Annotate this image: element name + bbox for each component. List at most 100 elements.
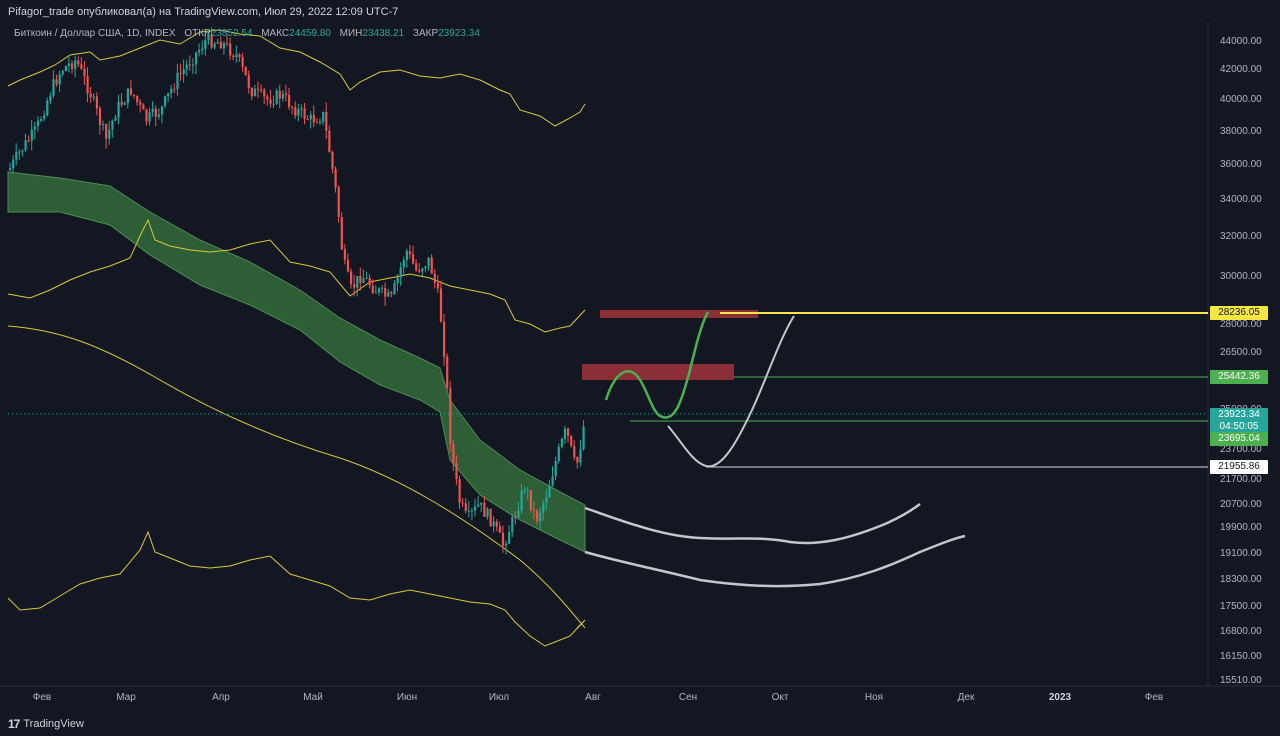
- price-tick: 21700.00: [1220, 474, 1262, 485]
- candle-body: [412, 254, 415, 264]
- candle-body: [195, 52, 198, 65]
- candle-body: [238, 54, 241, 58]
- time-label: Апр: [212, 692, 230, 703]
- candle-body: [15, 152, 18, 160]
- price-tick: 16150.00: [1220, 651, 1262, 662]
- candle-body: [278, 90, 281, 99]
- candle-body: [356, 276, 359, 288]
- candle-body: [260, 89, 263, 91]
- candle-body: [33, 126, 36, 130]
- time-label: Июн: [396, 692, 418, 703]
- price-tick: 28000.00: [1220, 319, 1262, 330]
- candle-body: [176, 72, 179, 90]
- candle-body: [495, 521, 498, 527]
- price-tick: 26500.00: [1220, 347, 1262, 358]
- candle-body: [133, 94, 136, 96]
- candle-body: [436, 282, 439, 289]
- candle-body: [139, 102, 142, 105]
- chart-legend[interactable]: Биткоин / Доллар США, 1D, INDEX ОТКР2385…: [14, 28, 480, 39]
- candle-body: [126, 88, 129, 104]
- candle-body: [179, 72, 182, 74]
- candle-body: [284, 93, 288, 96]
- candle-body: [40, 119, 43, 121]
- price-tick: 36000.00: [1220, 159, 1262, 170]
- candlestick-series: [9, 27, 585, 555]
- open-value: 23852.54: [210, 28, 253, 39]
- green-level-tag[interactable]: 25442.36: [1210, 370, 1268, 384]
- resistance-zone-upper[interactable]: [600, 310, 758, 318]
- candle-body: [353, 284, 356, 288]
- candle-body: [145, 109, 148, 122]
- candle-body: [77, 60, 80, 65]
- candle-body: [43, 115, 46, 120]
- ema-ribbon-band: [7, 171, 586, 553]
- close-label: ЗАКР: [412, 28, 439, 39]
- candle-body: [433, 273, 436, 283]
- projection-white-path[interactable]: [667, 315, 795, 468]
- candle-body: [36, 120, 40, 127]
- candle-body: [567, 428, 570, 436]
- tradingview-logo-icon: 17: [8, 717, 20, 731]
- yellow-level-tag[interactable]: 28236.05: [1210, 306, 1268, 320]
- candle-body: [486, 508, 489, 517]
- candle-body: [399, 267, 402, 278]
- candle-body: [74, 60, 77, 70]
- middle-envelope-line: [7, 218, 586, 333]
- candle-body: [198, 49, 201, 53]
- candle-body: [390, 292, 393, 295]
- symbol-title[interactable]: Биткоин / Доллар США, 1D, INDEX: [14, 28, 176, 39]
- candle-body: [55, 79, 58, 85]
- candle-body: [554, 460, 557, 477]
- candle-body: [30, 129, 33, 141]
- candle-body: [489, 508, 492, 527]
- candle-body: [98, 108, 102, 126]
- candle-body: [570, 435, 573, 446]
- candle-body: [216, 41, 219, 44]
- projection-green-path[interactable]: [604, 311, 710, 419]
- candle-body: [458, 479, 461, 503]
- high-label: МАКС: [261, 28, 290, 39]
- candle-body: [520, 490, 523, 511]
- candle-body: [142, 104, 145, 110]
- candle-body: [136, 95, 139, 103]
- candle-body: [281, 93, 284, 99]
- candle-body: [250, 88, 253, 97]
- current-price-tag[interactable]: 23923.34: [1210, 408, 1268, 422]
- tradingview-logo[interactable]: 17 TradingView: [8, 717, 84, 731]
- lower-green-level-tag[interactable]: 23695.04: [1210, 432, 1268, 446]
- candle-body: [222, 42, 226, 49]
- open-label: ОТКР: [184, 28, 211, 39]
- candle-body: [170, 88, 173, 94]
- candle-body: [461, 502, 464, 504]
- price-tick: 17500.00: [1220, 601, 1262, 612]
- candle-body: [415, 263, 418, 270]
- candle-body: [430, 257, 433, 274]
- candle-body: [266, 96, 269, 100]
- moving-average-line: [7, 325, 586, 629]
- candle-body: [151, 108, 154, 113]
- time-label: Авг: [585, 692, 601, 703]
- close-value: 23923.34: [438, 28, 480, 39]
- candle-body: [61, 71, 64, 75]
- candle-body: [396, 277, 399, 284]
- candle-body: [346, 259, 350, 272]
- candle-body: [443, 321, 446, 357]
- projection-curve-lower[interactable]: [584, 534, 966, 588]
- candle-body: [477, 504, 480, 507]
- price-tick: 40000.00: [1220, 94, 1262, 105]
- candle-body: [328, 130, 331, 153]
- white-level-tag[interactable]: 21955.86: [1210, 460, 1268, 474]
- candle-body: [201, 48, 204, 50]
- time-label: Дек: [957, 692, 975, 703]
- candle-body: [548, 485, 551, 498]
- candle-body: [24, 140, 27, 151]
- tradingview-brand: TradingView: [23, 718, 84, 730]
- candle-body: [365, 277, 368, 279]
- projection-curve-upper[interactable]: [584, 502, 921, 545]
- candle-body: [582, 426, 585, 450]
- candle-body: [505, 543, 508, 546]
- resistance-zone-lower[interactable]: [582, 364, 734, 380]
- candle-body: [501, 532, 505, 546]
- candle-body: [319, 121, 322, 123]
